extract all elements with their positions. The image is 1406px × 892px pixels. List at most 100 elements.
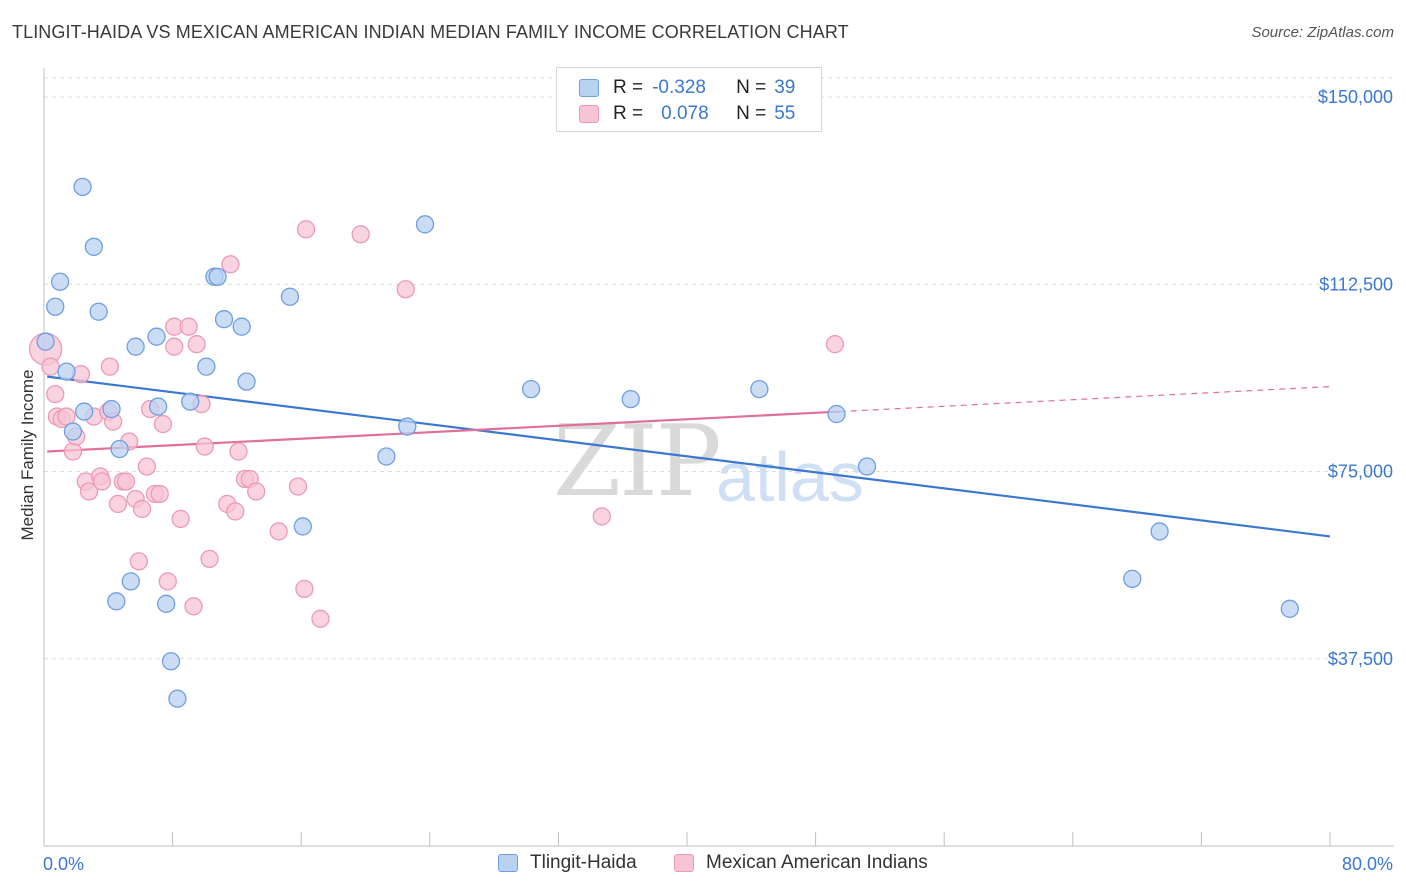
pink-data-point — [187, 335, 206, 354]
blue-data-point — [181, 392, 200, 411]
y-tick-label: $112,500 — [1319, 274, 1393, 294]
pink-data-point — [100, 357, 120, 376]
pink-data-point — [184, 597, 203, 616]
blue-data-point — [89, 302, 108, 321]
legend-row-tlingit-haida: R = -0.328 N = 39 — [579, 77, 795, 99]
x-ticks — [43, 832, 1331, 846]
pink-data-point — [46, 384, 65, 404]
blue-data-point — [126, 337, 145, 356]
pink-data-point — [311, 609, 330, 628]
legend-n-value: 39 — [774, 77, 796, 98]
pink-data-point — [351, 225, 370, 244]
pink-data-point — [171, 509, 190, 529]
pink-data-point — [165, 337, 184, 356]
legend-n-label: N = — [736, 77, 767, 98]
pink-data-point — [92, 472, 112, 491]
blue-data-point — [50, 272, 70, 291]
pink-data-point — [108, 494, 128, 514]
pink-data-point — [247, 482, 266, 501]
pink-data-point — [229, 442, 248, 461]
pink-data-point — [153, 414, 173, 434]
pink-data-point — [158, 572, 177, 591]
legend-n-label: N = — [736, 103, 767, 124]
blue-data-point — [147, 327, 166, 346]
blue-data-point — [398, 417, 417, 436]
blue-data-point — [237, 372, 256, 391]
blue-data-point — [168, 689, 187, 708]
pink-data-point — [195, 437, 214, 456]
blue-data-point — [84, 237, 103, 256]
pink-data-point — [592, 507, 611, 526]
blue-data-point — [1150, 522, 1169, 541]
blue-data-point — [208, 267, 227, 286]
chart-title: TLINGIT-HAIDA VS MEXICAN AMERICAN INDIAN… — [12, 22, 849, 42]
y-tick-labels: $37,500 $75,000 $112,500 $150,000 — [1318, 87, 1393, 669]
blue-data-point — [621, 389, 640, 409]
trend-lines — [47, 375, 1331, 538]
watermark-atlas: atlas — [716, 438, 864, 516]
blue-data-point — [197, 357, 216, 376]
bottom-legend-swatch-pink — [674, 854, 694, 872]
y-tick-label: $75,000 — [1328, 462, 1393, 482]
blue-trend-line — [47, 375, 1331, 538]
blue-data-point — [1123, 569, 1142, 589]
blue-data-point — [121, 572, 140, 591]
blue-data-point — [1280, 599, 1299, 618]
legend-n-value: 55 — [774, 103, 796, 124]
blue-data-point — [377, 447, 396, 466]
x-tick-label-min: 0.0% — [43, 854, 84, 874]
pink-data-point — [79, 482, 99, 501]
pink-data-point — [63, 442, 83, 461]
series-tlingit-haida — [36, 177, 1299, 708]
blue-data-point — [157, 594, 176, 613]
blue-data-point — [46, 297, 65, 316]
bottom-legend-swatch-blue — [498, 854, 518, 872]
blue-data-point — [73, 177, 92, 197]
blue-data-point — [280, 287, 300, 306]
pink-data-point — [179, 317, 198, 336]
blue-data-point — [750, 379, 769, 399]
bottom-legend-label: Mexican American Indians — [706, 852, 928, 873]
x-tick-label-max: 80.0% — [1342, 854, 1393, 874]
legend-r-label: R = — [613, 103, 644, 124]
pink-data-point — [41, 357, 60, 376]
pink-data-point — [226, 502, 245, 521]
blue-data-point — [148, 397, 168, 416]
source-label: Source: ZipAtlas.com — [1251, 24, 1394, 41]
pink-data-point — [269, 522, 288, 541]
pink-data-point — [288, 477, 308, 496]
legend-row-mexican-american-indians: R = 0.078 N = 55 — [579, 103, 795, 125]
blue-data-point — [214, 310, 234, 329]
pink-data-point — [396, 280, 415, 299]
legend-r-value: -0.328 — [652, 77, 706, 98]
pink-data-point — [825, 335, 845, 354]
legend-r-value: 0.078 — [661, 103, 709, 124]
blue-data-point — [827, 404, 846, 424]
blue-data-point — [107, 592, 126, 611]
blue-data-point — [102, 399, 121, 419]
pink-data-point — [296, 220, 316, 239]
y-axis-label: Median Family Income — [18, 369, 37, 541]
bottom-legend-item-tlingit-haida: Tlingit-Haida — [498, 852, 637, 874]
y-tick-label: $150,000 — [1318, 87, 1393, 107]
legend-r-label: R = — [613, 77, 644, 98]
pink-data-point — [137, 457, 157, 476]
blue-data-point — [36, 332, 55, 351]
blue-data-point — [857, 457, 877, 476]
pink-data-point — [116, 472, 136, 491]
blue-data-point — [293, 517, 312, 536]
correlation-legend: R = -0.328 N = 39 R = 0.078 N = 55 — [556, 67, 822, 132]
series-mexican-american-indians — [28, 220, 845, 628]
bottom-legend: Tlingit-Haida Mexican American Indians — [0, 852, 1406, 878]
pink-trend-line — [47, 410, 840, 453]
pink-data-point — [132, 499, 152, 519]
blue-data-point — [415, 215, 435, 234]
blue-data-point — [161, 652, 181, 671]
blue-data-point — [110, 439, 129, 459]
legend-swatch-pink — [579, 105, 599, 123]
pink-data-point — [150, 484, 169, 504]
blue-data-point — [75, 402, 94, 421]
pink-data-point — [295, 579, 314, 598]
bottom-legend-label: Tlingit-Haida — [530, 852, 637, 873]
